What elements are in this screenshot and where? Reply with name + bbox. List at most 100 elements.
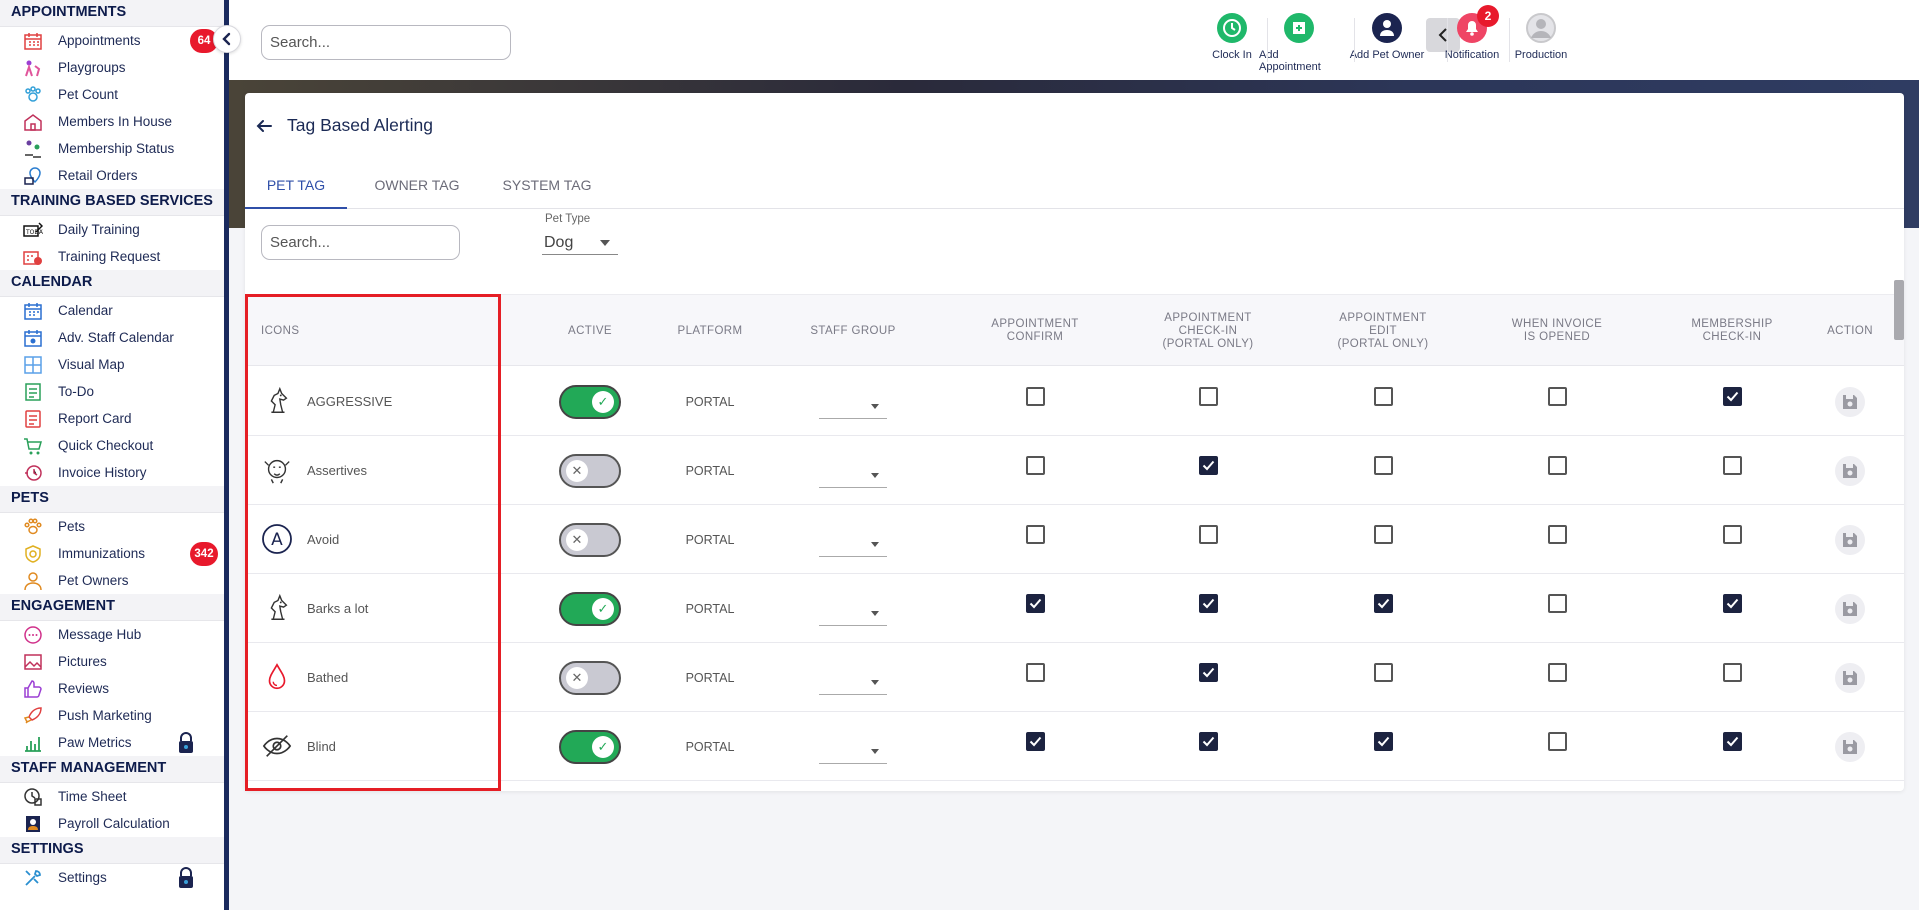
sidebar-item-pet-count[interactable]: Pet Count	[0, 81, 224, 108]
membership-checkin-checkbox[interactable]	[1722, 594, 1742, 613]
pet-type-select[interactable]: Dog	[542, 231, 618, 255]
appointment-confirm-checkbox[interactable]	[1025, 456, 1045, 475]
active-cell: ✕	[550, 436, 630, 505]
scrollbar-thumb[interactable]	[1894, 280, 1904, 340]
bell-icon: 2	[1457, 5, 1499, 43]
cart-icon	[22, 436, 44, 456]
staff-group-select[interactable]	[819, 393, 887, 419]
staff-group-select[interactable]	[819, 738, 887, 764]
save-icon[interactable]	[1835, 455, 1865, 486]
action-clock-in[interactable]: Clock In	[1192, 13, 1272, 61]
staff-group-select[interactable]	[819, 531, 887, 557]
appointment-edit-checkbox[interactable]	[1373, 732, 1393, 751]
active-toggle[interactable]: ✕	[559, 522, 621, 557]
membership-checkin-checkbox[interactable]	[1722, 525, 1742, 544]
invoice-opened-checkbox[interactable]	[1547, 525, 1567, 544]
sidebar-item-members-in-house[interactable]: Members In House	[0, 108, 224, 135]
staff-group-select[interactable]	[819, 600, 887, 626]
appointment-edit-checkbox[interactable]	[1373, 525, 1393, 544]
appointment-confirm-checkbox[interactable]	[1025, 732, 1045, 751]
global-search-input[interactable]	[261, 25, 511, 60]
clock-sheet-icon	[22, 787, 44, 807]
staff-group-select[interactable]	[819, 462, 887, 488]
staff-group-select[interactable]	[819, 669, 887, 695]
save-icon[interactable]	[1835, 662, 1865, 693]
invoice-opened-checkbox[interactable]	[1547, 456, 1567, 475]
sidebar-item-pictures[interactable]: Pictures	[0, 648, 224, 675]
sidebar-item-quick-checkout[interactable]: Quick Checkout	[0, 432, 224, 459]
action-notification[interactable]: 2 Notification	[1432, 5, 1512, 61]
active-toggle[interactable]: ✓	[559, 729, 621, 764]
invoice-opened-checkbox[interactable]	[1547, 732, 1567, 751]
sidebar-item-settings[interactable]: Settings	[0, 864, 224, 891]
sidebar-item-training-request[interactable]: Training Request	[0, 243, 224, 270]
sidebar-section-training-based-services: TRAINING BASED SERVICES	[0, 189, 224, 216]
invoice-opened-checkbox[interactable]	[1547, 663, 1567, 682]
tag-search-input[interactable]	[261, 225, 460, 260]
invoice-opened-checkbox[interactable]	[1547, 387, 1567, 406]
appointment-checkin-checkbox[interactable]	[1198, 387, 1218, 406]
appointment-checkin-checkbox[interactable]	[1198, 594, 1218, 613]
appointment-edit-checkbox[interactable]	[1373, 456, 1393, 475]
active-toggle[interactable]: ✓	[559, 591, 621, 626]
back-button[interactable]	[1426, 18, 1460, 52]
appointment-checkin-checkbox[interactable]	[1198, 663, 1218, 682]
appointment-confirm-checkbox[interactable]	[1025, 663, 1045, 682]
sidebar-item-immunizations[interactable]: Immunizations 342	[0, 540, 224, 567]
checkbox-cell	[1138, 712, 1278, 781]
invoice-opened-checkbox[interactable]	[1547, 594, 1567, 613]
save-icon[interactable]	[1835, 593, 1865, 624]
save-icon[interactable]	[1835, 731, 1865, 762]
sidebar-item-to-do[interactable]: To-Do	[0, 378, 224, 405]
sidebar-item-report-card[interactable]: Report Card	[0, 405, 224, 432]
appointment-checkin-checkbox[interactable]	[1198, 732, 1218, 751]
appointment-checkin-checkbox[interactable]	[1198, 525, 1218, 544]
sidebar-item-pet-owners[interactable]: Pet Owners	[0, 567, 224, 594]
tab-pet-tag[interactable]: PET TAG	[245, 163, 347, 209]
sidebar-item-appointments[interactable]: Appointments 64	[0, 27, 224, 54]
action-add-pet-owner[interactable]: Add Pet Owner	[1347, 13, 1427, 61]
sidebar-item-reviews[interactable]: Reviews	[0, 675, 224, 702]
appointment-confirm-checkbox[interactable]	[1025, 525, 1045, 544]
active-toggle[interactable]: ✕	[559, 660, 621, 695]
sidebar-item-message-hub[interactable]: Message Hub	[0, 621, 224, 648]
checkbox-cell	[1138, 436, 1278, 505]
action-add-appointment[interactable]: Add Appointment	[1259, 13, 1339, 73]
action-production[interactable]: Production	[1501, 13, 1581, 61]
sidebar-item-retail-orders[interactable]: Retail Orders	[0, 162, 224, 189]
active-toggle[interactable]: ✓	[559, 384, 621, 419]
sidebar-item-calendar[interactable]: Calendar	[0, 297, 224, 324]
appointment-edit-checkbox[interactable]	[1373, 594, 1393, 613]
sidebar-item-payroll-calculation[interactable]: Payroll Calculation	[0, 810, 224, 837]
sidebar-item-playgroups[interactable]: Playgroups	[0, 54, 224, 81]
appointment-checkin-checkbox[interactable]	[1198, 456, 1218, 475]
tab-owner-tag[interactable]: OWNER TAG	[374, 177, 460, 193]
membership-checkin-checkbox[interactable]	[1722, 456, 1742, 475]
platform-value: PORTAL	[685, 739, 735, 754]
sidebar-item-push-marketing[interactable]: Push Marketing	[0, 702, 224, 729]
sidebar-item-pets[interactable]: Pets	[0, 513, 224, 540]
membership-checkin-checkbox[interactable]	[1722, 387, 1742, 406]
active-toggle[interactable]: ✕	[559, 453, 621, 488]
membership-checkin-checkbox[interactable]	[1722, 663, 1742, 682]
membership-checkin-checkbox[interactable]	[1722, 732, 1742, 751]
sidebar-item-paw-metrics[interactable]: Paw Metrics	[0, 729, 224, 756]
sidebar-item-time-sheet[interactable]: Time Sheet	[0, 783, 224, 810]
tab-system-tag[interactable]: SYSTEM TAG	[502, 177, 592, 193]
sidebar-item-invoice-history[interactable]: Invoice History	[0, 459, 224, 486]
appointment-edit-checkbox[interactable]	[1373, 663, 1393, 682]
appointment-confirm-checkbox[interactable]	[1025, 387, 1045, 406]
sidebar-item-daily-training[interactable]: TODAY Daily Training	[0, 216, 224, 243]
save-icon[interactable]	[1835, 386, 1865, 417]
collapse-sidebar-button[interactable]	[213, 25, 241, 53]
sidebar-item-membership-status[interactable]: Membership Status	[0, 135, 224, 162]
appointment-edit-checkbox[interactable]	[1373, 387, 1393, 406]
sidebar-item-label: Training Request	[58, 249, 161, 264]
sidebar-item-adv-staff-calendar[interactable]: Adv. Staff Calendar	[0, 324, 224, 351]
sidebar-item-visual-map[interactable]: Visual Map	[0, 351, 224, 378]
checkbox-cell	[1662, 505, 1802, 574]
action-label: Production	[1514, 49, 1568, 61]
save-icon[interactable]	[1835, 524, 1865, 555]
back-arrow-icon[interactable]	[255, 118, 273, 134]
appointment-confirm-checkbox[interactable]	[1025, 594, 1045, 613]
